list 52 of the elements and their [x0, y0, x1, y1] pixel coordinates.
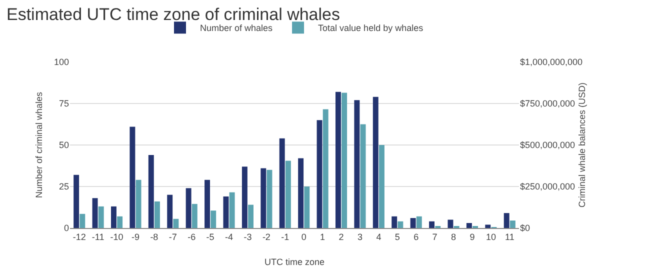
y-tick-label: 100 [54, 57, 69, 68]
y-tick-label: 0 [64, 223, 69, 234]
x-tick-label: 4 [376, 232, 382, 242]
x-tick-label: 3 [357, 232, 362, 242]
x-tick-label: 6 [414, 232, 419, 242]
legend-label: Number of whales [200, 23, 274, 34]
x-tick-label: 5 [394, 232, 400, 242]
x-tick-label: -7 [168, 232, 177, 242]
x-tick-label: -9 [131, 232, 140, 242]
bar [466, 223, 472, 228]
x-tick-label: 2 [338, 232, 344, 242]
bar [204, 180, 210, 228]
y-tick-label: 50 [58, 140, 69, 150]
x-tick-label: 10 [486, 232, 496, 242]
y2-tick-label: $500,000,000 [520, 140, 576, 150]
x-tick-label: 1 [320, 232, 326, 242]
x-tick-label: -2 [262, 232, 270, 242]
legend-label: Total value held by whales [318, 23, 424, 34]
chart-title: Estimated UTC time zone of criminal whales [6, 5, 340, 24]
y2-tick-label: $0 [520, 223, 530, 234]
x-tick-label: -3 [244, 232, 252, 242]
x-tick-label: -6 [188, 232, 196, 242]
bar [485, 224, 491, 228]
y-axis-title: Number of criminal whales [34, 91, 44, 198]
bar [429, 221, 435, 228]
x-tick-label: -12 [72, 232, 86, 242]
x-tick-label: -10 [110, 232, 124, 242]
x-tick-label: 11 [504, 232, 514, 242]
bar [242, 166, 248, 228]
y-tick-label: 75 [58, 98, 69, 109]
x-tick-label: 7 [432, 232, 438, 242]
y-tick-label: 25 [58, 182, 69, 192]
bar [74, 174, 80, 228]
x-tick-label: 9 [470, 232, 475, 242]
bar [148, 154, 154, 228]
x-tick-label: -11 [92, 232, 104, 242]
y2-tick-label: $250,000,000 [520, 182, 576, 192]
x-tick-label: -8 [150, 232, 158, 242]
y2-axis-title: Criminal whale balances (USD) [577, 82, 588, 208]
x-tick-label: 8 [451, 232, 456, 242]
y2-tick-label: $750,000,000 [520, 98, 576, 109]
x-tick-label: -4 [225, 232, 234, 242]
x-tick-label: -5 [206, 232, 214, 242]
bar [448, 220, 454, 228]
y2-tick-label: $1,000,000,000 [520, 57, 583, 68]
x-axis-title: UTC time zone [264, 257, 325, 267]
x-tick-label: -1 [281, 232, 290, 242]
bar [173, 218, 179, 228]
bar [80, 214, 86, 228]
bar [167, 194, 173, 228]
x-tick-label: 0 [301, 232, 306, 242]
bar [130, 126, 136, 228]
